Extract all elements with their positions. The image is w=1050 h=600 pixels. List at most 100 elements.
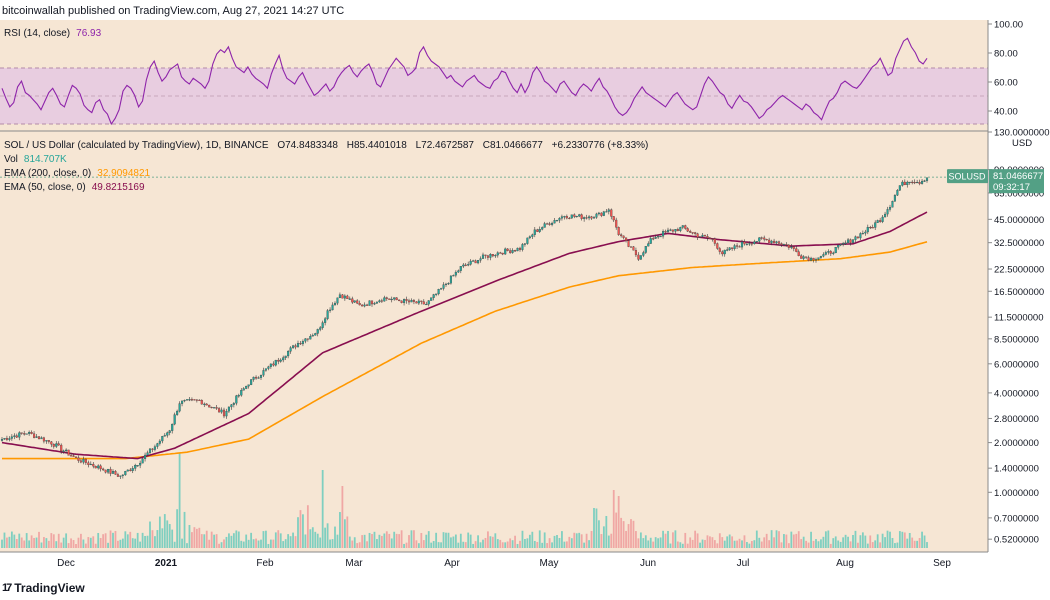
- candle-body: [474, 260, 477, 264]
- candle-body: [718, 248, 721, 252]
- candle-body: [861, 233, 864, 235]
- vol-label: Vol: [4, 154, 18, 165]
- candle-body: [166, 432, 169, 436]
- candle-body: [168, 430, 171, 433]
- volume-bar: [805, 540, 808, 548]
- rsi-pane: [1, 37, 928, 126]
- volume-bar: [464, 542, 467, 548]
- price-axis-label: 11.5000000: [994, 313, 1044, 324]
- volume-bar: [918, 538, 921, 548]
- candle-body: [511, 250, 514, 253]
- candle-body: [62, 450, 65, 452]
- candle-body: [484, 254, 487, 256]
- volume-bar: [881, 533, 884, 548]
- time-axis-label: Jul: [737, 558, 750, 569]
- candle-body: [198, 399, 201, 401]
- volume-bar: [891, 537, 894, 548]
- volume-bar: [383, 533, 386, 548]
- volume-bar: [686, 543, 689, 548]
- publisher-header: bitcoinwallah published on TradingView.c…: [2, 5, 345, 17]
- volume-bar: [755, 530, 758, 548]
- candle-body: [671, 229, 674, 232]
- candle-body: [259, 374, 263, 378]
- volume-bar: [173, 541, 176, 548]
- volume-bar: [526, 538, 529, 548]
- volume-bar: [543, 532, 546, 548]
- volume-bar: [617, 496, 620, 548]
- candle-body: [410, 300, 413, 303]
- candle-body: [245, 385, 248, 389]
- candle-body: [380, 300, 383, 302]
- candle-body: [627, 240, 630, 247]
- candle-body: [252, 376, 255, 380]
- volume-bar: [479, 542, 482, 548]
- volume-bar: [15, 538, 18, 548]
- candle-body: [620, 234, 623, 237]
- candle-body: [161, 436, 164, 442]
- candle-body: [595, 213, 598, 218]
- candle-body: [220, 409, 223, 413]
- candle-body: [837, 244, 840, 248]
- volume-bar: [558, 537, 561, 548]
- candle-body: [896, 190, 899, 196]
- candle-body: [28, 432, 31, 434]
- volume-bar: [378, 534, 381, 548]
- candle-body: [736, 245, 739, 247]
- candle-body: [824, 252, 827, 255]
- volume-bar: [191, 532, 193, 548]
- candle-body: [553, 220, 556, 224]
- candle-body: [765, 239, 768, 241]
- volume-bar: [358, 542, 361, 548]
- candle-body: [274, 359, 277, 366]
- volume-bar: [731, 536, 734, 548]
- volume-bar: [223, 539, 225, 548]
- volume-bar: [346, 516, 349, 548]
- price-axis-label: 8.5000000: [994, 334, 1039, 345]
- volume-bar: [188, 524, 191, 548]
- volume-bar: [854, 530, 857, 548]
- ema50-label: EMA (50, close, 0): [4, 182, 86, 193]
- volume-bar: [871, 542, 874, 548]
- candle-body: [153, 446, 156, 450]
- candle-body: [57, 443, 60, 446]
- volume-bar: [699, 542, 701, 548]
- candle-body: [526, 237, 529, 244]
- candle-body: [467, 264, 470, 266]
- volume-bar: [741, 540, 743, 548]
- candle-body: [42, 437, 45, 442]
- volume-bar: [869, 535, 872, 548]
- candle-body: [336, 297, 339, 304]
- volume-bar: [228, 533, 230, 548]
- candle-body: [277, 359, 280, 362]
- candle-body: [740, 241, 744, 248]
- volume-bar: [390, 538, 393, 548]
- volume-bar: [474, 541, 477, 548]
- volume-bar: [807, 542, 810, 548]
- vol-legend: Vol 814.707K: [4, 153, 67, 167]
- ohlc-change: +6.2330776 (+8.33%): [551, 140, 649, 151]
- volume-bar: [743, 535, 746, 548]
- candle-body: [324, 318, 327, 323]
- candle-body: [218, 408, 221, 413]
- volume-bar: [689, 537, 692, 548]
- candle-body: [452, 275, 455, 277]
- volume-bar: [210, 531, 213, 548]
- volume-bar: [267, 543, 270, 548]
- candle-body: [805, 256, 808, 258]
- candle-body: [333, 302, 337, 306]
- volume-bar: [161, 528, 164, 548]
- candle-body: [331, 304, 334, 311]
- time-axis-label: Feb: [256, 558, 274, 569]
- volume-bar: [824, 531, 827, 548]
- volume-bar: [792, 534, 795, 548]
- candle-body: [469, 260, 472, 265]
- volume-bar: [408, 535, 410, 548]
- candle-body: [753, 241, 756, 245]
- candle-body: [713, 238, 716, 244]
- candle-body: [351, 298, 354, 303]
- price-tag-countdown: 09:32:17: [993, 182, 1030, 193]
- candle-body: [262, 370, 265, 376]
- price-axis-label: 2.8000000: [994, 414, 1039, 425]
- tradingview-logo[interactable]: 17 TradingView: [2, 578, 85, 598]
